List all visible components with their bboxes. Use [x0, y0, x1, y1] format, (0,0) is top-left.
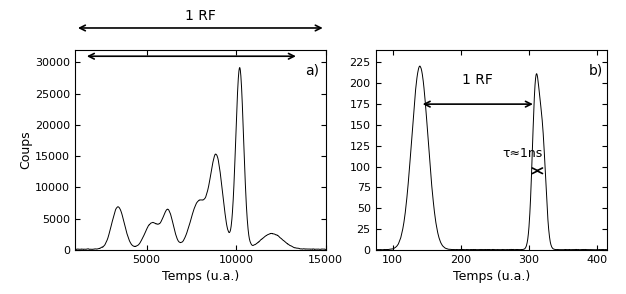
Text: τ≈1ns: τ≈1ns	[502, 147, 542, 160]
Text: 1 RF: 1 RF	[463, 74, 493, 88]
Text: a): a)	[305, 64, 319, 78]
Text: b): b)	[588, 64, 603, 78]
Text: 1 RF: 1 RF	[185, 9, 216, 23]
X-axis label: Temps (u.a.): Temps (u.a.)	[162, 270, 239, 283]
X-axis label: Temps (u.a.): Temps (u.a.)	[453, 270, 530, 283]
Y-axis label: Coups: Coups	[19, 131, 33, 169]
